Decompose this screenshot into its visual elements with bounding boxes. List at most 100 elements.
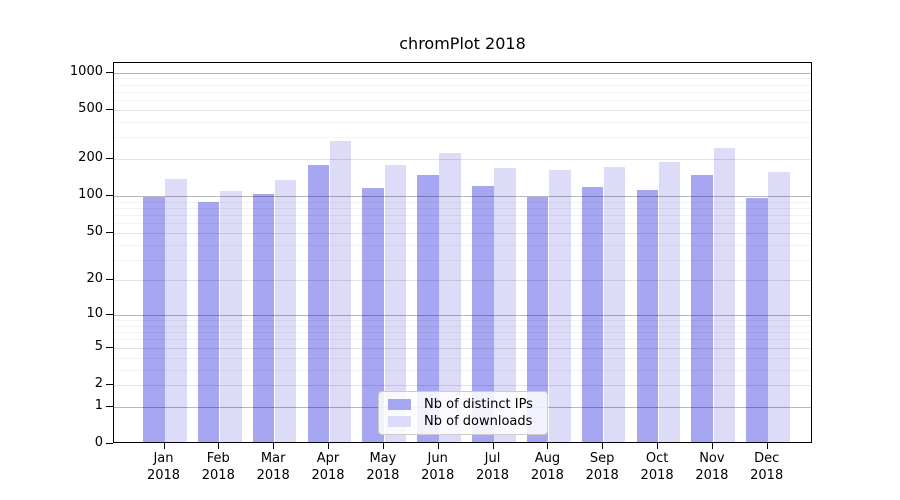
x-axis-tick-label-jan: Jan 2018 — [146, 451, 181, 483]
bar-ips-dec — [746, 197, 768, 442]
y-axis-tick-label-500: 500 — [78, 101, 103, 116]
gridline-7 — [114, 332, 811, 334]
bar-downloads-jun — [439, 153, 461, 442]
bar-ips-mar — [252, 194, 275, 442]
bar-downloads-oct — [658, 162, 681, 442]
gridline-200 — [114, 159, 811, 160]
x-axis-tick-label-aug: Aug 2018 — [530, 451, 564, 483]
gridline-8 — [114, 325, 811, 327]
y-axis-tick-label-50: 50 — [86, 223, 103, 239]
bar-ips-nov — [691, 175, 713, 442]
y-axis-tick-label-100: 100 — [78, 187, 103, 202]
y-tick-mark-200 — [106, 158, 113, 159]
y-tick-mark-2 — [106, 384, 113, 385]
legend: Nb of distinct IPs Nb of downloads — [378, 391, 548, 435]
chart-title: chromPlot 2018 — [399, 34, 526, 53]
bar-downloads-dec — [768, 172, 790, 442]
x-tick-mark-sep — [602, 443, 604, 449]
y-axis-tick-label-1: 1 — [94, 397, 103, 413]
gridline-40 — [114, 244, 811, 246]
y-axis-tick-label-5: 5 — [94, 338, 103, 354]
legend-item-downloads: Nb of downloads — [388, 414, 538, 429]
gridline-900 — [114, 78, 811, 80]
bar-ips-feb — [197, 202, 220, 442]
gridline-90 — [114, 201, 811, 203]
y-tick-mark-500 — [106, 109, 113, 110]
y-tick-mark-10 — [106, 314, 113, 316]
gridline-100 — [114, 196, 811, 197]
gridline-2 — [114, 385, 811, 386]
bar-ips-sep — [581, 187, 604, 442]
gridline-70 — [114, 215, 811, 216]
bar-downloads-jul — [494, 168, 516, 442]
y-tick-mark-1000 — [106, 71, 113, 73]
y-axis-tick-label-1000: 1000 — [69, 63, 103, 79]
gridline-800 — [114, 84, 811, 86]
bar-ips-oct — [636, 189, 659, 442]
x-tick-mark-jun — [437, 443, 439, 449]
x-axis-tick-label-jul: Jul 2018 — [475, 451, 510, 483]
x-axis-tick-label-nov: Nov 2018 — [695, 451, 729, 483]
x-axis-tick-label-dec: Dec 2018 — [750, 451, 784, 483]
legend-label-distinct-ips: Nb of distinct IPs — [424, 397, 533, 412]
legend-swatch-downloads — [388, 416, 411, 427]
bars-layer — [114, 63, 811, 442]
x-tick-mark-mar — [273, 443, 275, 449]
gridline-6 — [114, 339, 811, 341]
y-tick-mark-5 — [106, 346, 113, 348]
gridline-10 — [114, 315, 811, 317]
x-axis-tick-label-feb: Feb 2018 — [201, 451, 235, 483]
bar-downloads-apr — [329, 141, 352, 442]
bar-ips-jun — [417, 175, 439, 442]
legend-item-distinct-ips: Nb of distinct IPs — [388, 397, 538, 412]
x-axis-tick-label-mar: Mar 2018 — [256, 451, 290, 483]
gridline-500 — [114, 110, 811, 111]
x-axis-tick-label-oct: Oct 2018 — [640, 451, 674, 483]
bar-downloads-aug — [549, 169, 571, 442]
bar-downloads-nov — [713, 147, 736, 442]
x-axis-tick-label-apr: Apr 2018 — [311, 451, 345, 483]
x-tick-mark-jan — [163, 443, 165, 449]
grid-layer — [114, 63, 811, 442]
gridline-80 — [114, 207, 811, 209]
x-tick-mark-feb — [218, 443, 220, 449]
bar-downloads-feb — [220, 191, 242, 442]
bar-ips-jul — [472, 185, 494, 442]
bar-downloads-jan — [165, 178, 187, 442]
bar-downloads-mar — [274, 180, 297, 442]
bar-ips-apr — [307, 165, 330, 442]
y-axis-tick-label-10: 10 — [86, 306, 103, 322]
x-tick-mark-dec — [766, 443, 768, 449]
bar-downloads-may — [384, 165, 407, 442]
x-axis-tick-label-may: May 2018 — [366, 451, 400, 483]
gridline-3 — [114, 369, 811, 371]
x-tick-mark-may — [382, 443, 384, 449]
x-tick-mark-oct — [657, 443, 659, 449]
gridline-400 — [114, 121, 811, 123]
bar-ips-aug — [526, 197, 549, 442]
y-axis-tick-label-2: 2 — [94, 376, 103, 391]
x-tick-mark-apr — [328, 443, 329, 449]
y-tick-mark-50 — [106, 231, 113, 233]
y-axis-tick-label-20: 20 — [86, 271, 103, 287]
gridline-20 — [114, 280, 811, 282]
x-axis-tick-label-sep: Sep 2018 — [585, 451, 619, 483]
gridline-4 — [114, 357, 811, 359]
gridline-300 — [114, 137, 811, 139]
plot-area: Nb of distinct IPs Nb of downloads — [113, 62, 812, 443]
gridline-60 — [114, 223, 811, 225]
y-tick-mark-100 — [106, 195, 113, 196]
x-axis-tick-label-jun: Jun 2018 — [421, 451, 455, 483]
bar-downloads-sep — [603, 167, 626, 442]
gridline-9 — [114, 320, 811, 322]
y-tick-mark-0 — [106, 443, 113, 444]
gridline-700 — [114, 91, 811, 93]
x-tick-mark-jul — [492, 443, 494, 449]
y-tick-mark-20 — [106, 279, 113, 281]
y-axis-tick-label-200: 200 — [78, 150, 103, 165]
gridline-5 — [114, 347, 811, 349]
y-tick-mark-1 — [106, 405, 113, 407]
legend-label-downloads: Nb of downloads — [424, 414, 533, 429]
gridline-600 — [114, 100, 811, 102]
